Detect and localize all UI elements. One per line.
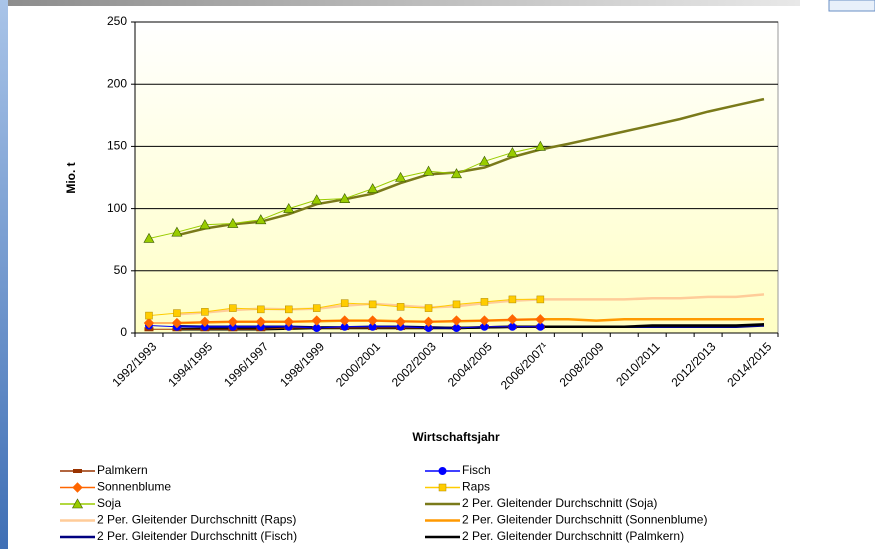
marker [145,311,153,320]
marker [423,165,435,176]
marker [367,315,378,326]
marker [438,483,447,492]
marker [478,155,490,166]
y-tick-label: 50 [114,263,128,277]
x-axis-label: Wirtschaftsjahr [412,430,500,444]
y-tick-label: 0 [120,325,127,339]
marker [173,309,181,317]
x-tick-label: 1996/1997 [221,339,271,389]
y-tick-label: 200 [107,76,127,90]
marker [311,194,323,205]
marker [507,314,518,325]
marker [171,317,183,329]
legend-label: Raps [462,480,490,494]
series [143,140,546,243]
legend-label: Palmkern [97,463,148,477]
x-tick-label: 2002/2003 [389,339,439,389]
marker [423,316,434,328]
marker [508,295,517,304]
series [145,295,545,320]
top-bar [0,0,800,6]
legend-label: Soja [97,496,121,510]
marker [73,469,82,473]
marker [227,316,239,328]
y-tick-label: 100 [107,201,127,215]
marker [535,314,546,325]
legend-entry: 2 Per. Gleitender Durchschnitt (Fisch) [60,529,297,543]
marker [285,305,293,314]
marker [199,219,211,230]
marker [72,482,83,493]
y-axis-label: Mio. t [64,162,78,193]
marker [339,193,351,203]
marker [255,214,267,225]
legend-label: 2 Per. Gleitender Durchschnitt (Fisch) [97,529,297,543]
marker [227,217,239,228]
legend-label: 2 Per. Gleitender Durchschnitt (Sonnenbl… [462,513,707,527]
legend-entry: Sonnenblume [60,480,171,494]
x-tick-label: 1994/1995 [165,339,215,389]
marker [283,202,295,213]
marker [534,140,546,151]
x-tick-label: 1998/1999 [277,339,327,389]
marker [257,305,265,314]
marker [339,315,350,326]
marker [367,183,379,193]
legend-label: Fisch [462,463,491,477]
x-tick-label: 2000/2001 [333,339,383,389]
legend-entry: Raps [425,480,490,494]
marker [395,171,407,182]
marker [255,316,267,328]
legend-entry: Fisch [425,463,491,477]
marker [340,299,349,307]
marker [451,315,462,326]
x-tick-label: 2008/2009 [557,339,607,389]
marker [71,498,84,509]
marker [396,303,405,311]
corner-box [828,0,875,12]
marker [312,304,321,312]
marker [229,304,237,312]
marker [201,308,209,316]
legend-label: 2 Per. Gleitender Durchschnitt (Raps) [97,513,296,527]
marker [368,300,377,309]
marker [536,295,545,304]
legend-entry: Palmkern [60,463,148,477]
marker [143,317,155,329]
x-tick-label: 1992/1993 [109,339,159,389]
marker [480,298,489,306]
legend-entry: 2 Per. Gleitender Durchschnitt (Palmkern… [425,529,684,543]
marker [479,315,490,326]
marker [424,304,433,312]
series [176,97,765,237]
x-tick-label: 2012/2013 [668,339,718,389]
legend-entry: Soja [60,496,121,510]
legend-label: 2 Per. Gleitender Durchschnitt (Palmkern… [462,529,684,543]
legend-label: 2 Per. Gleitender Durchschnitt (Soja) [462,496,657,510]
y-tick-label: 250 [107,14,127,28]
marker [143,232,155,243]
x-tick-label: 2004/2005 [445,339,495,389]
series [143,314,546,329]
marker [450,168,463,179]
legend-entry: 2 Per. Gleitender Durchschnitt (Soja) [425,496,657,510]
x-tick-label: 2014/2015 [724,339,774,389]
legend-entry: 2 Per. Gleitender Durchschnitt (Sonnenbl… [425,513,707,527]
marker [506,147,518,157]
legend-entry: 2 Per. Gleitender Durchschnitt (Raps) [60,513,296,527]
marker [452,300,461,309]
left-bar [0,0,8,549]
marker [199,316,211,328]
legend-label: Sonnenblume [97,480,171,494]
marker [311,315,322,326]
marker [283,316,294,328]
y-tick-label: 150 [107,139,127,153]
marker [395,316,406,328]
marker [171,226,183,237]
marker [438,467,447,475]
x-tick-label: 2010/2011 [613,339,663,389]
x-tick-label: 2006/2007¹ [498,339,551,392]
line [176,97,765,237]
